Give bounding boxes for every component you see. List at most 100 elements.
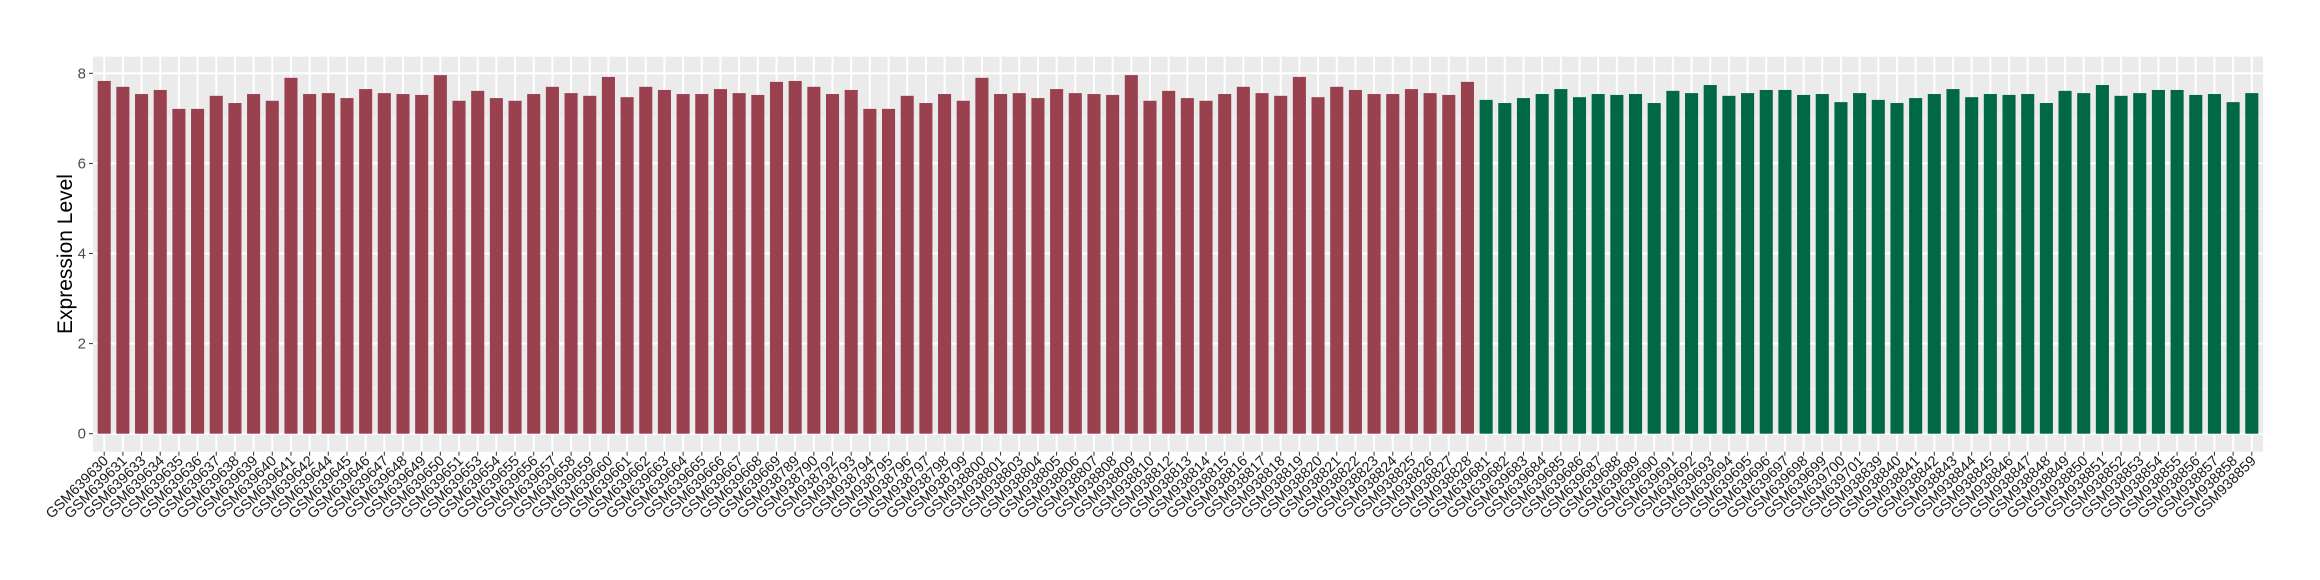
- bar-GSM938815: [1218, 94, 1232, 434]
- bar-GSM639667: [732, 93, 746, 434]
- bar-GSM938793: [844, 89, 858, 434]
- bar-GSM938818: [1274, 95, 1288, 434]
- bar-GSM639690: [1647, 103, 1661, 434]
- bar-GSM938858: [2226, 102, 2240, 434]
- bar-GSM938857: [2207, 94, 2221, 434]
- bar-GSM639635: [172, 108, 186, 434]
- bar-GSM938821: [1330, 86, 1344, 434]
- bar-GSM938812: [1162, 90, 1176, 434]
- bar-GSM639683: [1516, 98, 1531, 434]
- bar-GSM639631: [116, 86, 130, 434]
- bar-GSM639661: [620, 97, 634, 434]
- bar-GSM639642: [303, 94, 317, 434]
- bar-GSM938842: [1927, 94, 1941, 434]
- bar-GSM639701: [1853, 93, 1867, 434]
- bar-GSM639695: [1741, 93, 1755, 434]
- bars: [97, 75, 2259, 434]
- bar-GSM639638: [228, 103, 242, 434]
- y-tick-label: 2: [78, 336, 86, 353]
- bar-GSM938825: [1404, 89, 1418, 434]
- bar-GSM938822: [1348, 89, 1362, 434]
- bar-GSM938823: [1367, 94, 1381, 434]
- bar-GSM639688: [1610, 94, 1624, 434]
- bar-GSM639681: [1479, 99, 1493, 434]
- bar-GSM639644: [321, 93, 335, 434]
- bar-GSM938851: [2095, 85, 2109, 434]
- bar-GSM639698: [1797, 94, 1811, 434]
- bar-GSM938808: [1106, 94, 1120, 434]
- bar-GSM639633: [135, 94, 149, 434]
- bar-GSM938795: [882, 108, 896, 434]
- bar-GSM639650: [433, 75, 447, 434]
- bar-GSM938827: [1442, 94, 1456, 434]
- bar-GSM639692: [1685, 93, 1699, 434]
- bar-GSM639682: [1498, 103, 1512, 434]
- bar-GSM639636: [191, 108, 205, 434]
- bar-GSM639691: [1666, 90, 1680, 434]
- bar-GSM938856: [2189, 94, 2203, 434]
- bar-GSM938824: [1386, 94, 1400, 434]
- bar-GSM639647: [377, 93, 391, 434]
- bar-GSM639658: [564, 93, 578, 434]
- bar-GSM938819: [1292, 76, 1306, 434]
- bar-GSM639664: [676, 94, 690, 434]
- bar-GSM938800: [975, 77, 989, 434]
- y-tick-label: 4: [78, 246, 86, 263]
- bar-GSM639693: [1703, 85, 1717, 434]
- bar-GSM639687: [1591, 94, 1605, 434]
- bar-GSM938844: [1965, 97, 1979, 434]
- bar-GSM938852: [2114, 95, 2128, 434]
- y-axis-title: Expression Level: [54, 174, 77, 334]
- bar-GSM938828: [1460, 81, 1474, 434]
- bar-GSM639654: [489, 98, 503, 434]
- bar-GSM639700: [1834, 102, 1848, 434]
- bar-GSM639648: [396, 94, 410, 434]
- bar-GSM639696: [1759, 89, 1773, 434]
- bar-GSM639637: [209, 95, 223, 434]
- bar-GSM938850: [2077, 93, 2091, 434]
- bar-GSM639668: [751, 94, 765, 434]
- bar-GSM639641: [284, 77, 298, 434]
- bar-GSM938849: [2058, 90, 2072, 434]
- bar-GSM938839: [1871, 99, 1885, 434]
- bar-GSM639639: [247, 94, 261, 434]
- bar-GSM938853: [2133, 93, 2147, 434]
- bar-GSM639651: [452, 100, 466, 434]
- bar-GSM639653: [471, 90, 485, 434]
- bar-GSM639655: [508, 100, 522, 434]
- bar-GSM938859: [2245, 93, 2259, 434]
- bar-GSM639640: [265, 100, 279, 434]
- x-axis: GSM639630GSM639631GSM639633GSM639634GSM6…: [43, 451, 2260, 522]
- bar-GSM938790: [807, 86, 821, 434]
- bar-GSM938826: [1423, 93, 1437, 434]
- bar-GSM938792: [825, 94, 840, 434]
- bar-GSM938805: [1050, 89, 1064, 434]
- bar-GSM639669: [769, 81, 784, 434]
- bar-GSM938847: [2021, 94, 2035, 434]
- bar-GSM938809: [1124, 75, 1138, 434]
- bar-GSM639646: [359, 89, 373, 434]
- bar-GSM938820: [1311, 97, 1325, 434]
- bar-GSM639649: [415, 94, 429, 434]
- bar-GSM938806: [1068, 93, 1082, 434]
- bar-GSM938816: [1236, 86, 1250, 434]
- bar-GSM639685: [1554, 89, 1568, 434]
- y-tick-label: 6: [78, 155, 86, 172]
- bar-GSM938855: [2170, 89, 2184, 434]
- bar-GSM639657: [545, 86, 559, 434]
- bar-GSM938797: [919, 103, 933, 434]
- bar-GSM938845: [1983, 94, 1997, 434]
- bar-GSM639694: [1722, 95, 1736, 434]
- bar-GSM938803: [1012, 93, 1026, 434]
- bar-GSM938817: [1255, 93, 1269, 434]
- bar-GSM938848: [2039, 103, 2053, 434]
- y-tick-label: 8: [78, 65, 86, 82]
- bar-GSM639666: [713, 89, 728, 434]
- y-tick-label: 0: [78, 426, 86, 443]
- bar-GSM938843: [1946, 89, 1960, 434]
- bar-GSM938804: [1031, 98, 1045, 434]
- bar-GSM639689: [1628, 94, 1643, 434]
- bar-GSM639630: [97, 80, 111, 434]
- bar-GSM639699: [1815, 94, 1829, 434]
- bar-GSM938798: [938, 94, 952, 434]
